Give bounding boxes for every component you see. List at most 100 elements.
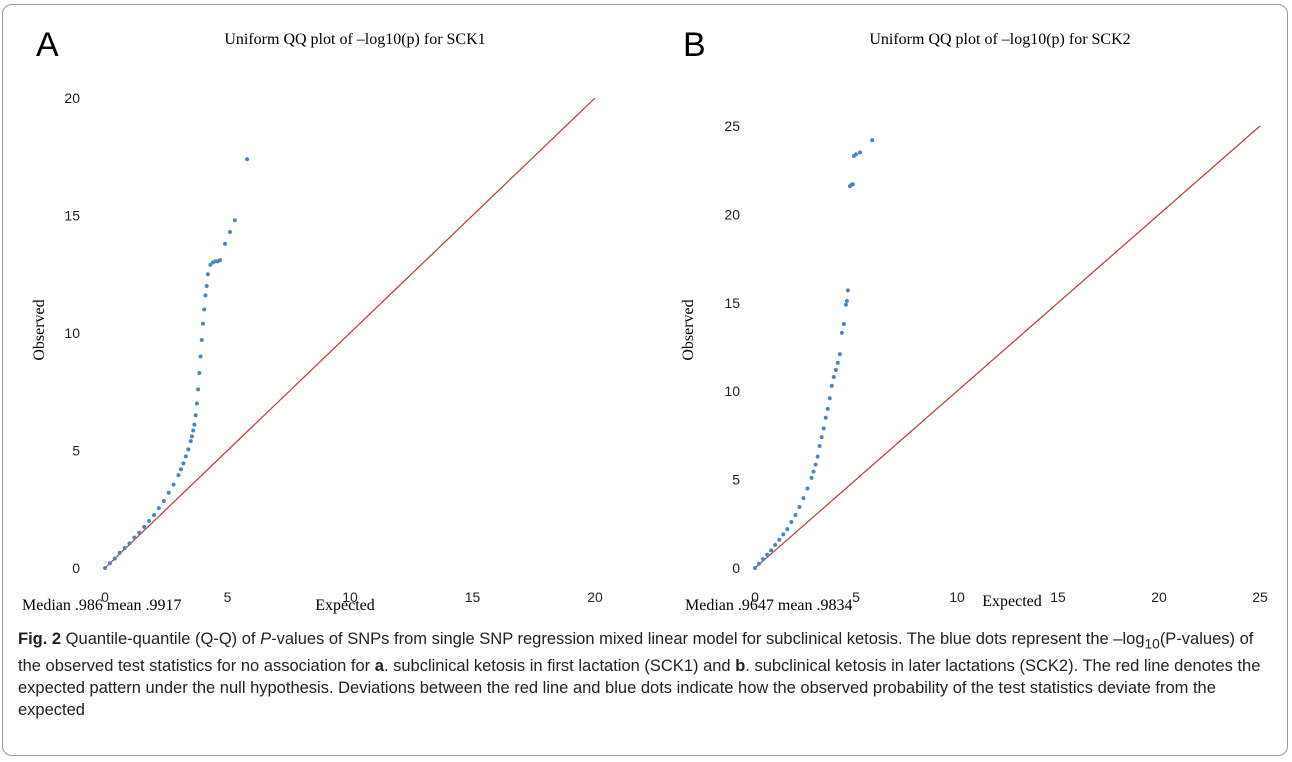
panel-b-xtick-label: 25 <box>1252 589 1268 605</box>
panel-b-xtick-label: 20 <box>1151 589 1167 605</box>
panel-a-data-point <box>147 519 152 523</box>
caption-b-label: b <box>735 657 746 676</box>
panel-b-stats: Median .9647 mean .9834 <box>685 597 853 614</box>
panel-a-ytick-label: 10 <box>64 325 80 341</box>
panel-a-data-point <box>191 428 196 433</box>
caption-text-2: -values of SNPs from single SNP regressi… <box>271 630 1145 648</box>
panel-b-data-point <box>823 415 828 420</box>
panel-b-data-point <box>835 360 840 365</box>
caption-subscript: 10 <box>1144 636 1160 652</box>
panel-a-data-point <box>194 401 199 406</box>
panel-b-data-point <box>821 426 826 431</box>
panel-a-data-point <box>196 387 201 392</box>
panel-a-data-point <box>132 535 137 540</box>
panel-a-data-point <box>227 229 232 234</box>
panel-a-data-point <box>137 530 142 535</box>
qq-figure: A Uniform QQ plot of –log10(p) for SCK1 … <box>22 26 1268 614</box>
panel-a-data-point <box>189 434 194 439</box>
panel-b-data-point <box>850 182 855 187</box>
panel-a-data-point <box>223 241 228 246</box>
panel-a-data-point <box>199 338 204 343</box>
panel-b-plot: 0 5 10 15 20 25 0 5 10 15 20 25 <box>724 118 1268 605</box>
panel-a-data-point <box>183 454 188 459</box>
panel-b-data-point <box>777 537 782 542</box>
panel-a-data-point <box>103 566 107 570</box>
panel-b-data-point <box>801 496 806 501</box>
panel-a-data-point <box>218 258 223 263</box>
panel-b-data-point <box>819 435 824 440</box>
panel-a-ytick-label: 5 <box>72 443 80 459</box>
caption-fig-label: Fig. 2 <box>18 630 62 648</box>
panel-b-data-point <box>843 302 848 307</box>
panel-a-data-point <box>122 546 127 551</box>
caption-text-5: . subclinical ketosis in later lactation… <box>18 657 1261 720</box>
panel-b-letter: B <box>683 26 706 64</box>
caption-text-3: (P-values) of the observed test statisti… <box>18 630 1254 676</box>
panel-a-data-point <box>202 307 207 312</box>
panel-a-data-point <box>171 482 176 487</box>
panel-b-data-point <box>837 352 842 357</box>
panel-b-ylabel: Observed <box>680 299 697 360</box>
panel-a-data-point <box>142 524 147 529</box>
panel-a-data-point <box>203 293 208 298</box>
panel-b-data-point <box>805 486 810 491</box>
caption-a-label: a <box>374 657 384 676</box>
panel-b-data-point <box>817 444 822 449</box>
panel-a-data-point <box>166 490 171 495</box>
panel-b-data-point <box>844 299 849 304</box>
panel-b-data-point <box>833 367 838 372</box>
panel-b-data-point <box>870 138 875 143</box>
panel-a-data-point <box>117 550 122 555</box>
panel-a-data-point <box>204 284 209 288</box>
panel-a-data-point <box>181 461 186 466</box>
panel-b-data-point <box>858 150 863 155</box>
caption-text-4: . subclinical ketosis in first lactation… <box>383 657 736 676</box>
panel-b-data-point <box>781 532 786 537</box>
panel-a-data-point <box>107 561 112 566</box>
panel-a-xlabel: Expected <box>315 597 375 614</box>
caption-p-italic: P <box>260 630 272 648</box>
panel-a-data-point <box>198 354 203 359</box>
panel-b-data-point <box>789 520 794 525</box>
panel-a-plot: 0 5 10 15 20 0 5 10 15 20 <box>64 90 603 605</box>
panel-b-xtick-label: 10 <box>949 589 965 605</box>
panel-a-data-point <box>127 541 132 546</box>
panel-b-xlabel: Expected <box>982 593 1042 610</box>
panel-b-data-point <box>773 543 778 548</box>
panel-a-xtick-label: 0 <box>101 589 109 605</box>
figure-caption: Fig. 2 Quantile-quantile (Q-Q) of P-valu… <box>18 628 1274 721</box>
panel-b-data-point <box>841 322 846 327</box>
panel-a-data-point <box>232 218 237 223</box>
panel-b-data-point <box>829 383 834 388</box>
panel-a-data-point <box>156 506 161 511</box>
panel-a-data-point <box>112 556 117 561</box>
panel-b-data-point <box>797 505 802 510</box>
panel-b-title: Uniform QQ plot of –log10(p) for SCK2 <box>869 31 1130 48</box>
panel-a-letter: A <box>36 26 59 64</box>
panel-a-data-point <box>192 422 197 427</box>
panel-a-data-point <box>193 413 198 418</box>
panel-b-ytick-label: 5 <box>732 472 740 488</box>
panel-a-data-point <box>176 473 181 478</box>
panel-b-data-point <box>753 566 757 570</box>
panel-b-ytick-label: 15 <box>724 295 740 311</box>
panel-a-data-point <box>152 513 156 518</box>
panel-b-data-point <box>793 512 798 517</box>
panel-b-data-point <box>811 469 816 474</box>
panel-b-data-point <box>809 475 814 480</box>
panel-a-ylabel: Observed <box>31 299 48 360</box>
panel-a-title: Uniform QQ plot of –log10(p) for SCK1 <box>224 31 485 48</box>
panel-a-reference-line <box>104 97 596 569</box>
panel-a-ytick-label: 20 <box>64 90 80 106</box>
panel-a-data-point <box>197 370 202 375</box>
panel-b-data-point <box>845 288 850 293</box>
panel-b-data-point <box>825 406 830 411</box>
panel-a-data-point <box>245 157 250 162</box>
panel-b-data-point <box>785 527 790 532</box>
panel-a-xtick-label: 15 <box>465 589 481 605</box>
panel-b-data-point <box>765 552 770 557</box>
panel-b-data-point <box>827 396 832 401</box>
panel-b-data-point <box>831 375 836 380</box>
panel-a-xtick-label: 5 <box>224 589 232 605</box>
panel-b-ytick-label: 20 <box>724 206 740 222</box>
